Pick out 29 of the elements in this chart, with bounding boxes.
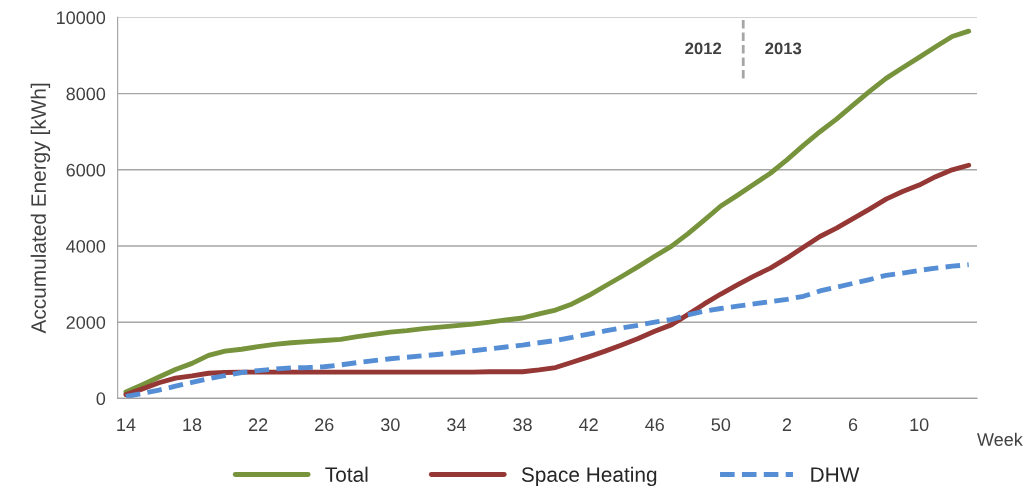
x-axis-title: Week <box>977 432 1023 446</box>
y-tick-label: 6000 <box>66 163 106 177</box>
y-tick-label: 4000 <box>66 239 106 253</box>
line-series <box>123 262 972 399</box>
x-tick-label: 14 <box>117 418 136 431</box>
line-series <box>123 162 972 398</box>
x-tick-label: 38 <box>513 418 532 432</box>
x-tick-label: 34 <box>447 418 466 432</box>
x-tick-label: 42 <box>578 418 598 431</box>
y-axis-title: Accumulated Energy [kWh] <box>30 83 51 334</box>
y-tick-label: 0 <box>96 392 106 406</box>
y-tick-label: 8000 <box>66 87 106 101</box>
line-series <box>123 28 972 395</box>
x-tick-label: 2 <box>782 418 792 431</box>
legend-label: Space Heating <box>521 466 657 487</box>
x-tick-label: 30 <box>380 418 400 432</box>
x-tick-label: 10 <box>910 418 929 432</box>
x-tick-label: 26 <box>315 418 334 432</box>
annotation: 2013 <box>765 42 802 55</box>
legend-label: DHW <box>811 467 860 482</box>
legend-label: Total <box>325 466 368 482</box>
x-tick-label: 50 <box>711 418 731 432</box>
x-tick-label: 6 <box>848 418 858 432</box>
x-tick-label: 46 <box>645 418 664 432</box>
y-tick-label: 2000 <box>66 316 106 329</box>
x-tick-label: 22 <box>248 418 268 431</box>
annotation: 2012 <box>685 42 722 55</box>
x-tick-label: 18 <box>183 418 202 432</box>
y-tick-label: 10000 <box>57 11 106 25</box>
